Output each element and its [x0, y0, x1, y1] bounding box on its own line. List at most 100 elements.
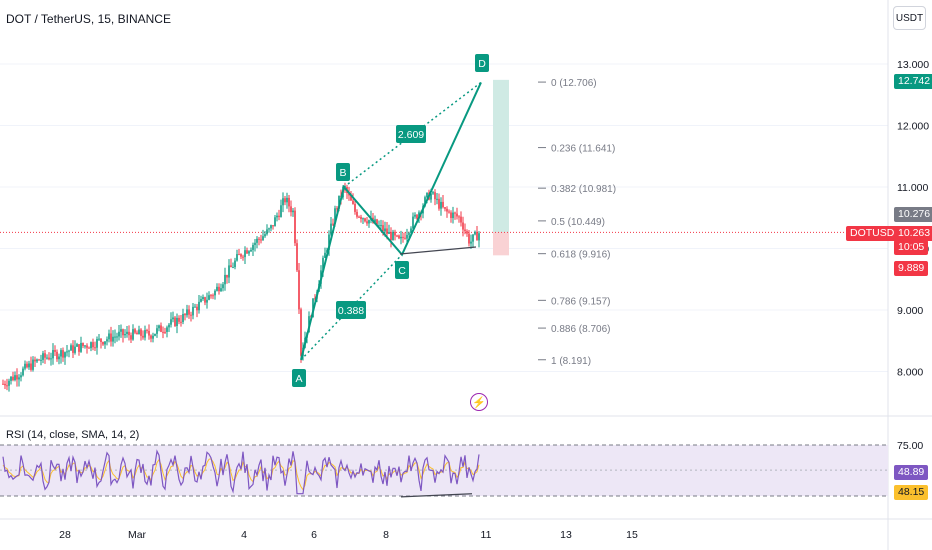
candle-body: [322, 257, 324, 271]
price-tick-label: 9.000: [897, 305, 923, 317]
candle-body: [232, 267, 234, 269]
candle-body: [8, 380, 10, 386]
candle-body: [36, 359, 38, 362]
candle-body: [124, 333, 126, 336]
candle-body: [108, 333, 110, 340]
candle-body: [438, 198, 440, 209]
candle-body: [56, 351, 58, 360]
candle-body: [244, 250, 246, 258]
symbol-tag: DOTUSDT: [846, 226, 905, 241]
candle-body: [14, 375, 16, 381]
candle-body: [384, 228, 386, 232]
time-axis-label: 8: [383, 529, 389, 541]
time-axis-label: 28: [59, 529, 71, 541]
chart-title: DOT / TetherUS, 15, BINANCE: [6, 12, 171, 26]
candle-body: [92, 342, 94, 348]
rsi-divergence-line: [400, 493, 473, 498]
candle-body: [158, 325, 160, 329]
candle-body: [424, 197, 426, 207]
candle-body: [270, 225, 272, 229]
ac-ratio-badge: [336, 301, 366, 319]
candle-body: [446, 208, 448, 212]
candle-body: [282, 198, 284, 206]
time-axis-label: Mar: [128, 529, 147, 541]
candle-body: [104, 341, 106, 345]
point-a-marker: [292, 369, 306, 387]
candle-body: [410, 228, 412, 234]
candle-body: [222, 284, 224, 289]
candle-body: [284, 198, 286, 203]
candle-body: [162, 331, 164, 333]
candle-body: [148, 330, 150, 336]
candle-body: [52, 350, 54, 359]
candle-body: [254, 242, 256, 245]
candle-body: [378, 225, 380, 227]
candle-body: [474, 231, 476, 235]
candle-body: [218, 286, 220, 292]
candle-body: [246, 250, 248, 254]
candle-body: [96, 339, 98, 348]
candle-body: [98, 338, 100, 340]
candle-body: [364, 218, 366, 222]
candle-body: [68, 350, 70, 352]
candle-body: [464, 229, 466, 232]
candle-body: [172, 317, 174, 320]
candle-body: [150, 335, 152, 339]
candle-body: [128, 331, 130, 336]
candle-body: [354, 203, 356, 212]
candle-body: [122, 329, 124, 336]
candle-body: [426, 192, 428, 198]
price-trend-line: [399, 246, 477, 255]
candle-body: [290, 206, 292, 213]
candle-body: [160, 325, 162, 332]
candle-body: [82, 342, 84, 347]
price-tick-label: 13.000: [897, 59, 929, 71]
candle-body: [62, 350, 64, 358]
candle-body: [200, 299, 202, 302]
point-c-marker-label: C: [398, 265, 406, 277]
candle-body: [330, 223, 332, 235]
lightning-icon[interactable]: ⚡: [470, 393, 488, 411]
currency-button[interactable]: USDT: [893, 6, 926, 30]
candle-body: [256, 238, 258, 243]
stop-price-tag: 9.889: [894, 261, 929, 276]
candle-body: [70, 345, 72, 351]
candle-body: [86, 345, 88, 348]
candle-body: [386, 228, 388, 234]
candle-body: [102, 341, 104, 345]
candle-body: [80, 342, 82, 352]
time-axis-label: 11: [481, 529, 492, 541]
candle-body: [314, 298, 316, 300]
candle-body: [454, 212, 456, 214]
candle-body: [436, 198, 438, 200]
bd-ratio-badge: [396, 125, 426, 143]
candle-body: [142, 335, 144, 338]
candle-body: [272, 225, 274, 227]
candle-body: [174, 317, 176, 327]
candle-body: [22, 368, 24, 376]
candle-body: [390, 231, 392, 241]
candle-body: [462, 222, 464, 230]
candle-body: [334, 208, 336, 224]
price-tick-label: 8.000: [897, 367, 923, 379]
candle-body: [382, 225, 384, 232]
candle-body: [470, 241, 472, 244]
candle-body: [280, 205, 282, 217]
candle-body: [236, 254, 238, 261]
candle-body: [186, 309, 188, 316]
candle-body: [182, 313, 184, 323]
candle-body: [324, 252, 326, 258]
candle-body: [264, 234, 266, 237]
fib-label: 0.382 (10.981): [551, 184, 616, 195]
rsi-title: RSI (14, close, SMA, 14, 2): [6, 429, 140, 441]
candle-body: [140, 329, 142, 336]
candle-body: [394, 231, 396, 236]
candle-body: [48, 357, 50, 360]
candle-body: [2, 383, 4, 385]
candle-body: [100, 338, 102, 342]
candle-body: [404, 237, 406, 239]
candle-body: [184, 313, 186, 316]
candle-body: [168, 324, 170, 328]
candle-body: [416, 214, 418, 219]
